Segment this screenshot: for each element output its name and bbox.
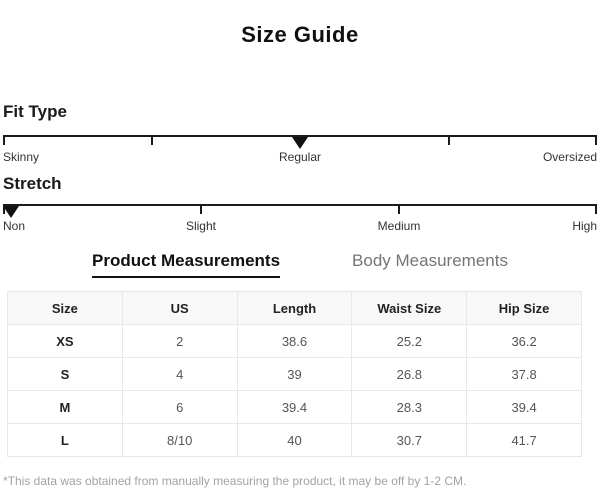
fit-type-slider: [3, 135, 597, 149]
slider-tick: [447, 137, 450, 145]
cell-us: 2: [121, 324, 238, 358]
page-title: Size Guide: [241, 22, 359, 47]
cell-size: XS: [7, 324, 123, 358]
header-us: US: [121, 291, 238, 325]
fit-type-label: Fit Type: [3, 102, 67, 121]
slider-tick: [398, 206, 401, 214]
slider-tick: [3, 137, 5, 145]
cell-waist: 26.8: [351, 357, 468, 391]
table-row: S 4 39 26.8 37.8: [7, 357, 582, 391]
slider-tick: [199, 206, 202, 214]
stretch-options: Non Slight Medium High: [3, 219, 597, 235]
stretch-label: Stretch: [3, 174, 62, 193]
stretch-option-slight: Slight: [185, 219, 216, 233]
header-size: Size: [7, 291, 123, 325]
cell-length: 39.4: [236, 390, 353, 424]
cell-length: 40: [236, 423, 353, 457]
table-row: L 8/10 40 30.7 41.7: [7, 423, 582, 457]
measurement-disclaimer: *This data was obtained from manually me…: [3, 474, 467, 488]
fit-type-option-oversized: Oversized: [542, 150, 597, 164]
cell-length: 39: [236, 357, 353, 391]
cell-hip: 41.7: [466, 423, 582, 457]
cell-hip: 36.2: [466, 324, 582, 358]
table-row: M 6 39.4 28.3 39.4: [7, 390, 582, 424]
stretch-option-non: Non: [3, 219, 26, 233]
cell-size: S: [7, 357, 123, 391]
fit-type-option-skinny: Skinny: [3, 150, 40, 164]
cell-us: 8/10: [121, 423, 238, 457]
cell-size: M: [7, 390, 123, 424]
slider-tick: [595, 206, 597, 214]
slider-tick: [595, 137, 597, 145]
stretch-slider: [3, 204, 597, 218]
cell-hip: 39.4: [466, 390, 582, 424]
cell-waist: 30.7: [351, 423, 468, 457]
header-length: Length: [236, 291, 353, 325]
tab-product-measurements[interactable]: Product Measurements: [92, 251, 281, 278]
cell-us: 6: [121, 390, 238, 424]
size-table: Size US Length Waist Size Hip Size XS 2 …: [7, 291, 582, 457]
tab-body-measurements[interactable]: Body Measurements: [352, 251, 508, 270]
cell-hip: 37.8: [466, 357, 582, 391]
fit-type-marker-icon: [292, 137, 308, 149]
cell-us: 4: [121, 357, 238, 391]
cell-waist: 28.3: [351, 390, 468, 424]
cell-length: 38.6: [236, 324, 353, 358]
stretch-option-medium: Medium: [377, 219, 421, 233]
table-header-row: Size US Length Waist Size Hip Size: [7, 291, 582, 325]
slider-tick: [150, 137, 153, 145]
header-hip-size: Hip Size: [466, 291, 582, 325]
stretch-marker-icon: [3, 206, 19, 218]
stretch-option-high: High: [572, 219, 597, 233]
fit-type-options: Skinny Regular Oversized: [3, 150, 597, 166]
cell-waist: 25.2: [351, 324, 468, 358]
fit-type-option-regular: Regular: [278, 150, 322, 164]
cell-size: L: [7, 423, 123, 457]
measurements-tabs: Product Measurements Body Measurements: [3, 251, 597, 278]
header-waist-size: Waist Size: [351, 291, 468, 325]
table-row: XS 2 38.6 25.2 36.2: [7, 324, 582, 358]
